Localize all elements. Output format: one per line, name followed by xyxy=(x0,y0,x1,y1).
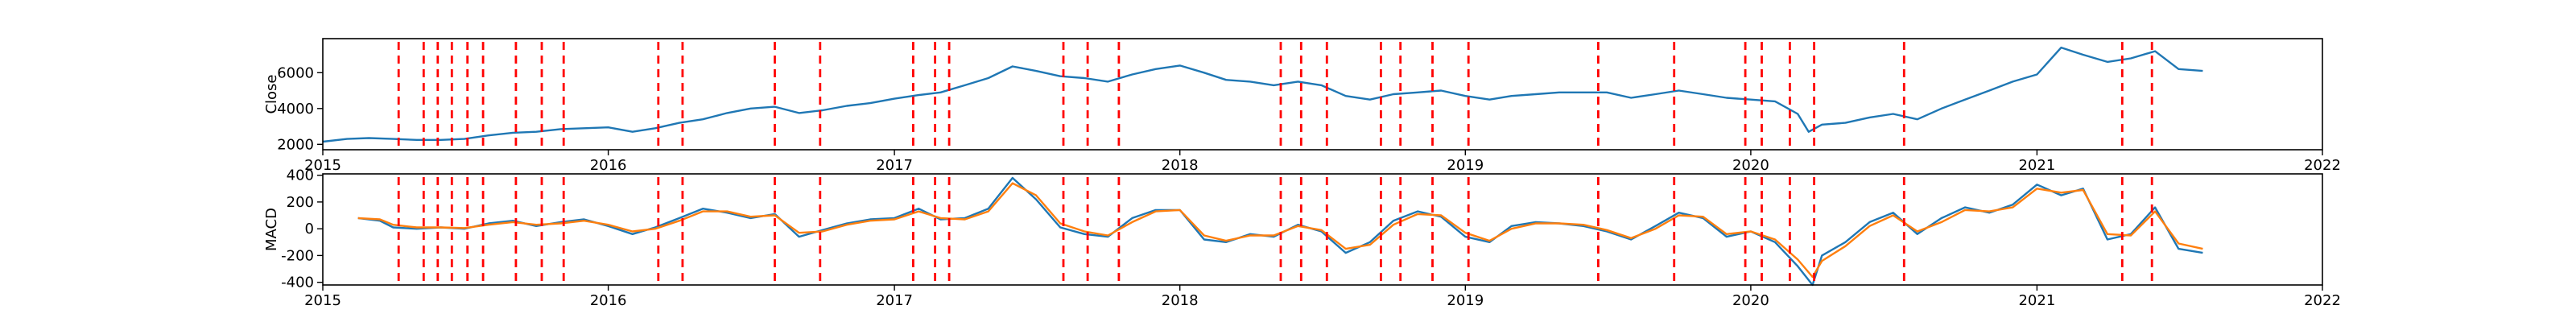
macd-panel: 2015 2016 2017 2018 2019 2020 2021 2022 -400 -200… xyxy=(263,167,2341,309)
macd-x-tick-label-2: 2017 xyxy=(876,292,913,309)
macd-x-tick-label-4: 2019 xyxy=(1447,292,1484,309)
macd-ylabel: MACD xyxy=(263,208,280,251)
close-x-tick-label-7: 2022 xyxy=(2304,157,2341,174)
close-x-tick-label-3: 2018 xyxy=(1162,157,1199,174)
close-x-tick-label-1: 2016 xyxy=(590,157,627,174)
macd-ticks-group: 2015 2016 2017 2018 2019 2020 2021 2022 -400 -200… xyxy=(281,167,2341,309)
close-series-group xyxy=(322,46,2203,143)
macd-series-line-1 xyxy=(357,182,2203,279)
close-series-line-0 xyxy=(322,46,2203,143)
macd-marker-group xyxy=(397,177,2153,285)
close-y-tick-label-1: 4000 xyxy=(277,101,314,118)
macd-axes-frame xyxy=(322,173,2323,286)
close-x-tick-label-2: 2017 xyxy=(876,157,913,174)
macd-y-tick-label-2: 0 xyxy=(305,221,314,237)
macd-x-tick-label-0: 2015 xyxy=(304,292,341,309)
close-price-panel: 2015 2016 2017 2018 2019 2020 2021 2022 2000 4000… xyxy=(263,38,2341,174)
macd-y-tick-label-0: -400 xyxy=(281,275,314,291)
macd-x-tick-label-5: 2020 xyxy=(1732,292,1769,309)
macd-y-tick-label-1: -200 xyxy=(281,247,314,264)
macd-y-tick-label-4: 400 xyxy=(287,167,314,184)
close-x-tick-label-0: 2015 xyxy=(304,157,341,174)
close-ylabel: Close xyxy=(263,74,280,114)
close-axes-frame xyxy=(322,38,2323,151)
macd-y-tick-label-3: 200 xyxy=(287,194,314,211)
close-marker-group xyxy=(397,42,2153,150)
macd-x-tick-label-6: 2021 xyxy=(2018,292,2055,309)
close-y-tick-label-0: 2000 xyxy=(277,136,314,153)
close-x-tick-label-6: 2021 xyxy=(2018,157,2055,174)
macd-x-tick-label-3: 2018 xyxy=(1162,292,1199,309)
close-x-tick-label-4: 2019 xyxy=(1447,157,1484,174)
macd-x-tick-label-1: 2016 xyxy=(590,292,627,309)
close-ticks-group: 2015 2016 2017 2018 2019 2020 2021 2022 2000 4000… xyxy=(277,64,2341,174)
macd-x-tick-label-7: 2022 xyxy=(2304,292,2341,309)
close-y-tick-label-2: 6000 xyxy=(277,64,314,81)
close-x-tick-label-5: 2020 xyxy=(1732,157,1769,174)
